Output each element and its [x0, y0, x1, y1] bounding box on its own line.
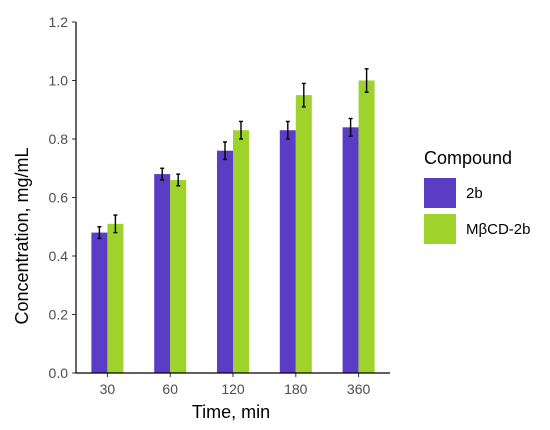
x-tick-label: 180	[284, 381, 308, 397]
x-axis-title: Time, min	[192, 402, 270, 422]
bar-series2-30	[107, 223, 124, 373]
y-tick-label: 0.6	[49, 190, 69, 206]
bar-series1-360	[342, 127, 359, 373]
error-bar	[223, 141, 227, 161]
x-tick-label: 30	[100, 381, 116, 397]
x-tick-label: 360	[347, 381, 371, 397]
x-axis: 30 60 120 180 360	[76, 372, 390, 397]
error-bar	[301, 82, 306, 108]
bar-series1-60	[154, 174, 171, 373]
error-bar	[113, 214, 118, 234]
bar-series2-120	[233, 130, 249, 373]
error-bar	[348, 117, 353, 137]
legend-title: Compound	[424, 148, 512, 168]
error-bar	[239, 120, 243, 140]
x-tick-label: 120	[221, 381, 245, 397]
y-tick-label: 0.8	[49, 131, 69, 147]
plot-area	[91, 68, 375, 373]
bar-series2-360	[358, 80, 375, 373]
bar-series1-30	[91, 232, 108, 373]
y-axis: 0.0 0.2 0.4 0.6 0.8 1.0 1.2	[49, 14, 77, 381]
y-tick-label: 1.2	[49, 14, 69, 30]
bar-series1-120	[217, 150, 233, 373]
legend-key-1	[424, 178, 456, 208]
y-tick-label: 0.2	[49, 307, 69, 323]
error-bar	[176, 173, 181, 187]
y-tick-label: 1.0	[49, 73, 69, 89]
x-tick-label: 60	[162, 381, 178, 397]
bar-series2-60	[170, 179, 187, 373]
y-tick-label: 0.4	[49, 248, 69, 264]
legend: Compound 2b MβCD-2b	[424, 148, 530, 244]
legend-key-2	[424, 214, 456, 244]
error-bar	[160, 167, 165, 181]
error-bar	[285, 120, 290, 140]
y-axis-title: Concentration, mg/mL	[12, 147, 32, 324]
legend-label-1: 2b	[466, 185, 483, 202]
legend-label-2: MβCD-2b	[466, 221, 530, 238]
bar-series2-180	[295, 95, 312, 373]
error-bar	[97, 226, 102, 240]
y-tick-label: 0.0	[49, 365, 69, 381]
bar-series1-180	[279, 130, 296, 373]
error-bar	[364, 68, 369, 93]
